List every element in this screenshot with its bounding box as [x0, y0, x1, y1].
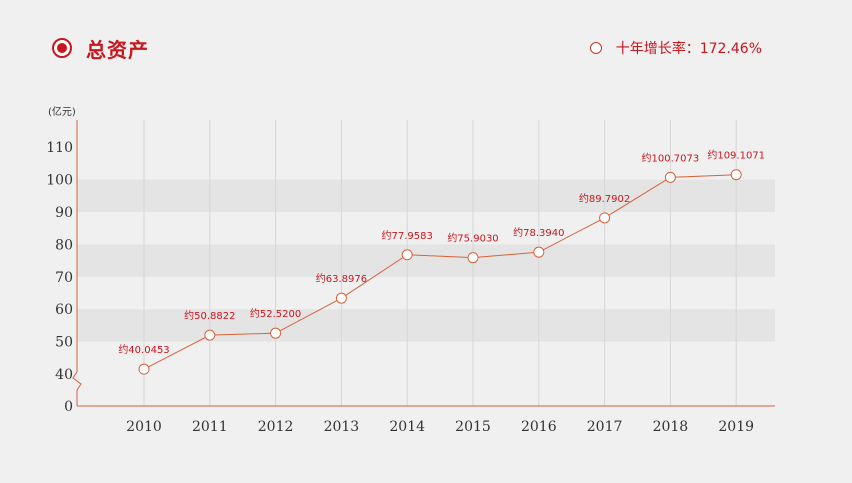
y-tick-label: 40	[55, 367, 73, 383]
data-point	[401, 249, 413, 261]
data-label: 约100.7073	[642, 151, 700, 164]
data-point	[138, 363, 150, 375]
data-label: 约89.7902	[579, 192, 630, 205]
data-label: 约63.8976	[316, 272, 367, 285]
y-tick-label: 90	[55, 205, 73, 221]
data-label: 约78.3940	[513, 226, 564, 239]
data-point	[335, 292, 347, 304]
y-tick-label: 60	[55, 302, 73, 318]
grid-band	[77, 244, 775, 277]
x-tick-label: 2012	[258, 419, 294, 435]
chart-title: 总资产	[52, 34, 149, 62]
data-point	[730, 169, 742, 181]
data-label: 约75.9030	[447, 232, 498, 245]
target-icon	[52, 38, 72, 58]
x-tick-label: 2010	[126, 419, 162, 435]
data-point	[533, 246, 545, 258]
x-tick-label: 2016	[521, 419, 557, 435]
data-label: 约40.0453	[118, 343, 169, 356]
y-tick-label: 0	[64, 399, 73, 415]
x-tick-label: 2015	[455, 419, 491, 435]
x-tick-label: 2011	[192, 419, 228, 435]
legend: 十年增长率：172.46%	[589, 38, 762, 58]
x-tick-label: 2018	[653, 419, 689, 435]
x-tick-label: 2014	[389, 419, 425, 435]
legend-circle-icon	[589, 42, 602, 54]
y-tick-label: 80	[55, 237, 73, 253]
grid-band	[77, 309, 775, 342]
y-tick-label: 70	[55, 270, 73, 286]
data-label: 约50.8822	[184, 309, 235, 322]
data-point	[467, 252, 479, 264]
data-point	[664, 171, 676, 183]
x-tick-label: 2013	[324, 419, 360, 435]
data-label: 约109.1071	[707, 149, 765, 162]
data-point	[599, 212, 611, 224]
data-point	[204, 329, 216, 341]
legend-label: 十年增长率：172.46%	[615, 41, 762, 57]
y-tick-label: 50	[55, 335, 73, 351]
data-point	[270, 327, 282, 339]
chart-title-text: 总资产	[86, 37, 149, 62]
x-tick-label: 2017	[587, 419, 623, 435]
x-tick-label: 2019	[718, 419, 754, 435]
y-axis-unit: (亿元)	[48, 105, 76, 118]
y-axis-line	[72, 120, 82, 406]
y-tick-label: 100	[46, 173, 73, 189]
data-label: 约77.9583	[382, 229, 433, 242]
data-label: 约52.5200	[250, 307, 301, 320]
y-tick-label: 110	[46, 140, 73, 156]
series-line	[143, 174, 737, 370]
